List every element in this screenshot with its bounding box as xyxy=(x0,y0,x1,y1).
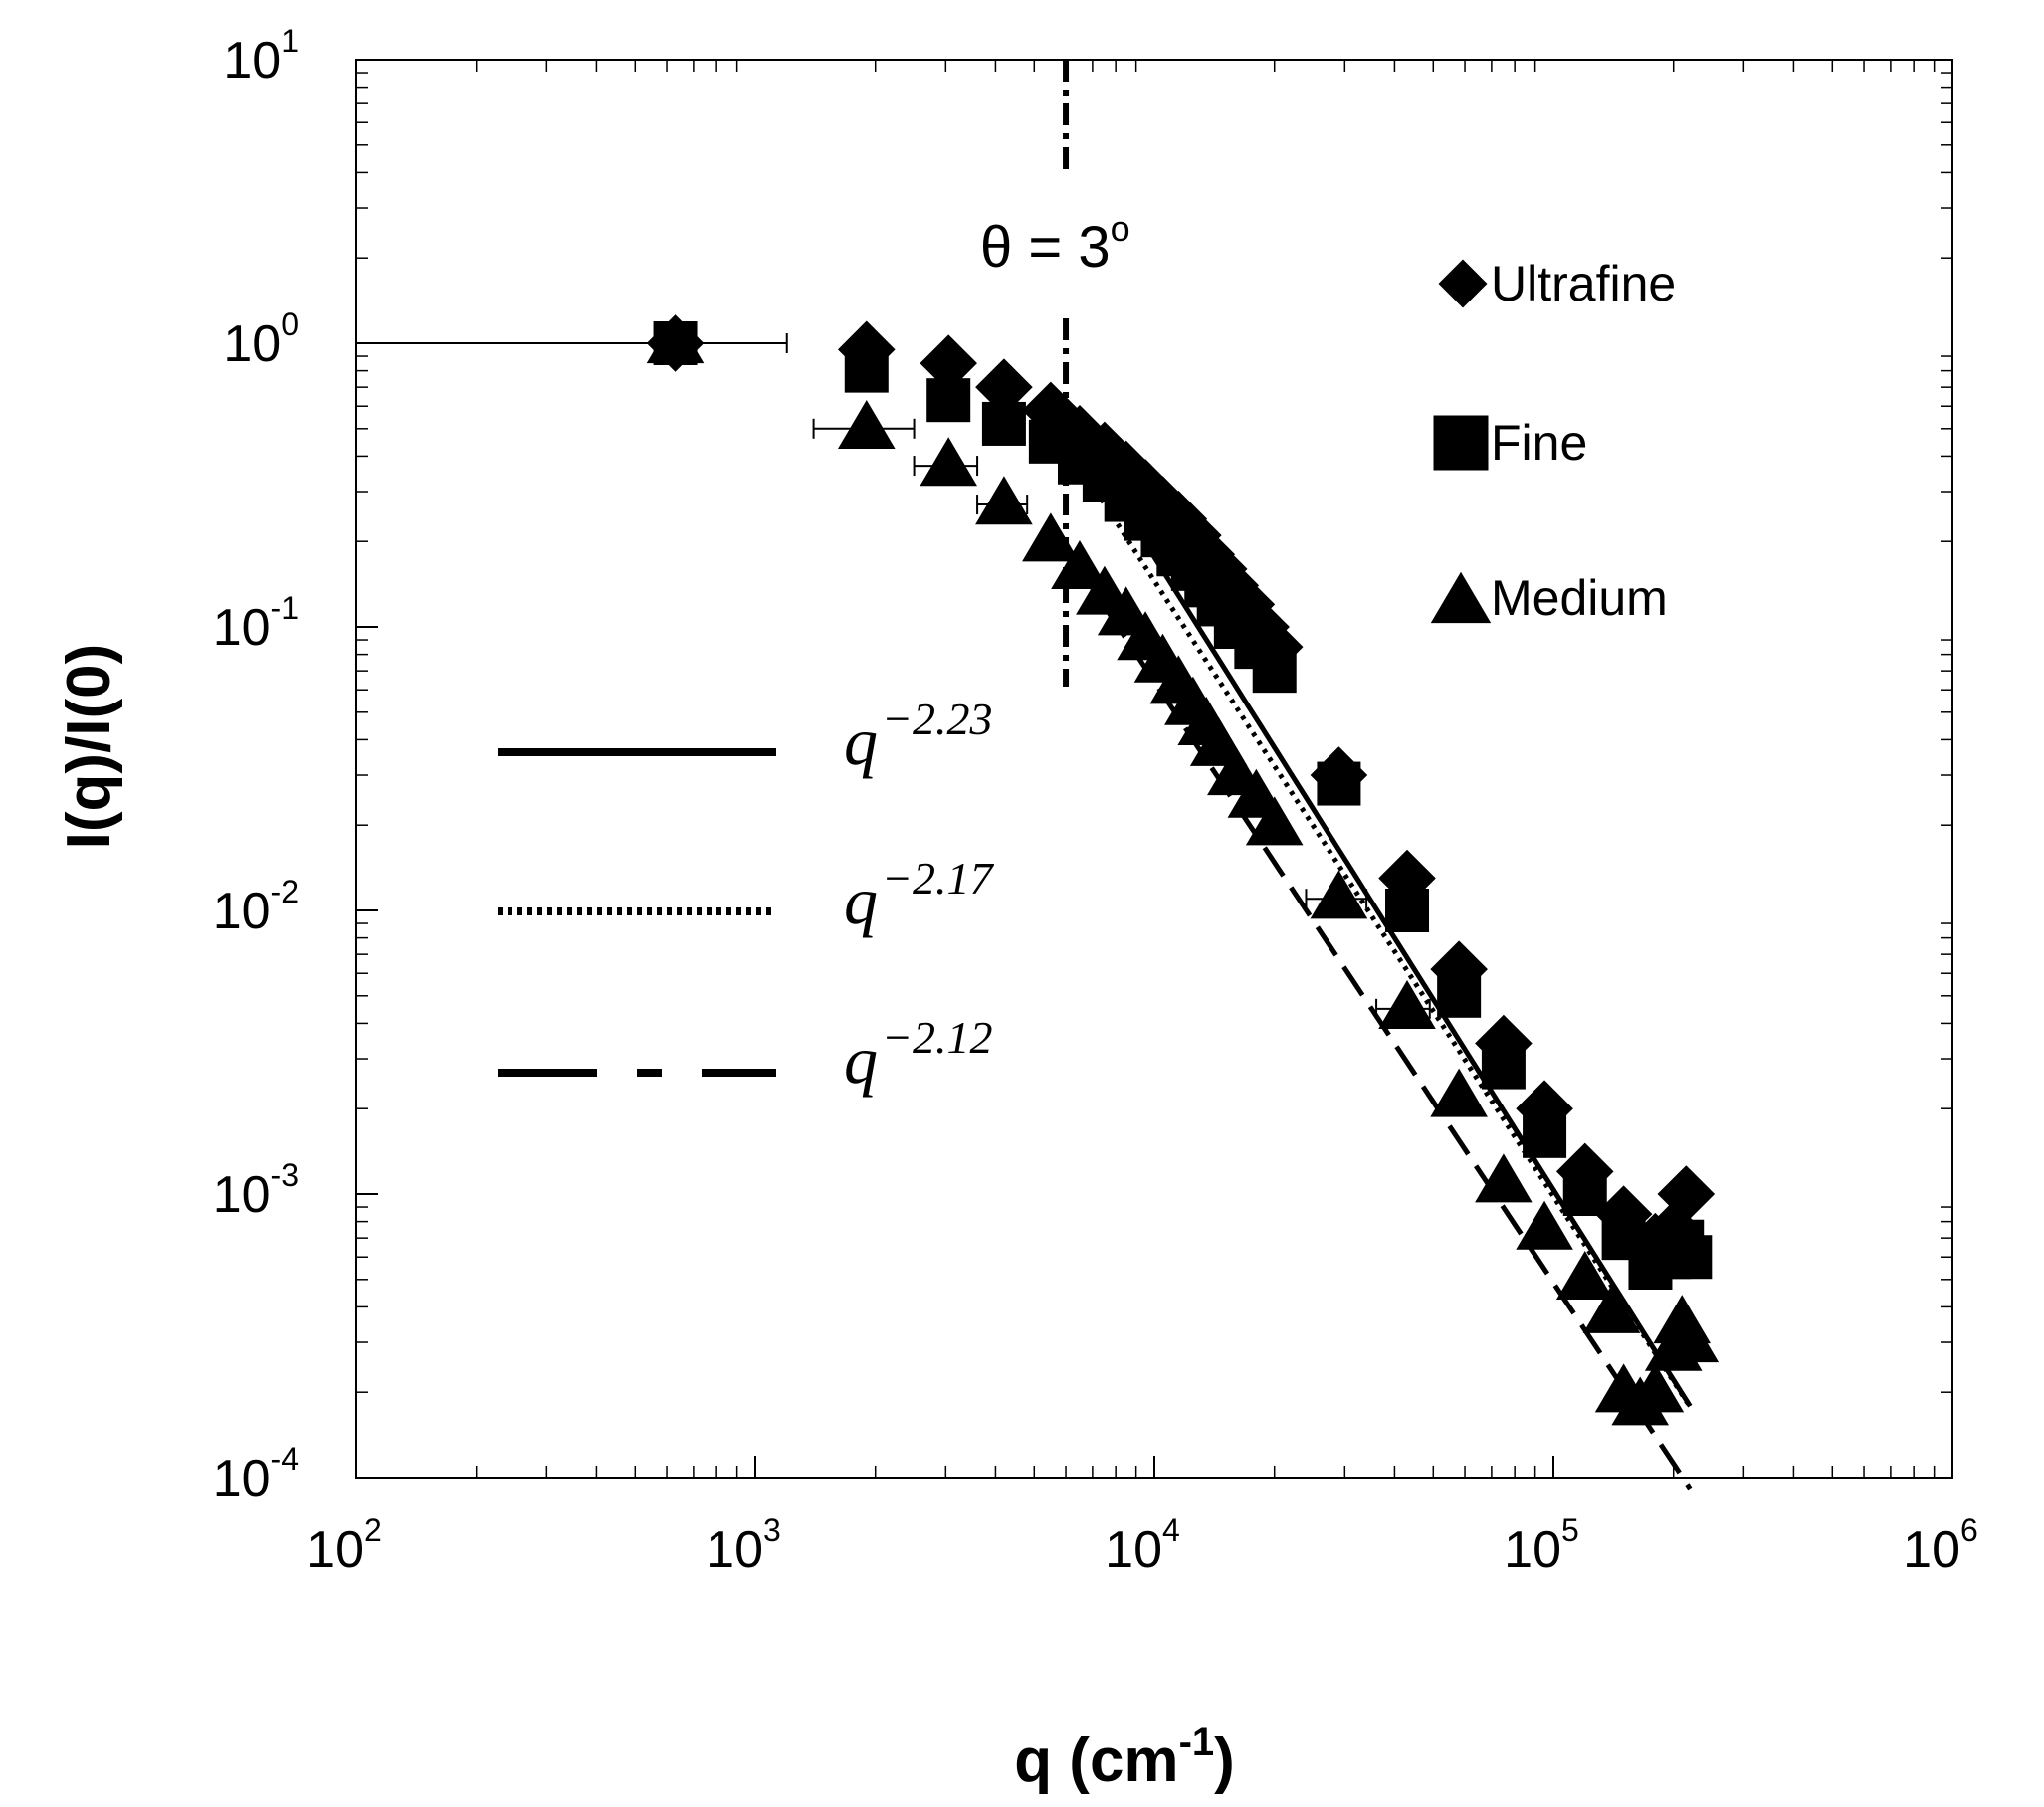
x-tick-label-base: 10 xyxy=(706,1521,763,1579)
data-point-medium xyxy=(1661,1313,1720,1363)
legend-label-fine: Fine xyxy=(1491,415,1587,471)
data-point-medium xyxy=(1430,1068,1488,1117)
x-tick-label-base: 10 xyxy=(307,1521,364,1579)
fit-line-2 xyxy=(1077,464,1693,1409)
y-tick-label-2: 10-1 xyxy=(213,590,299,657)
y-tick-label-exp: 1 xyxy=(281,23,299,59)
data-point-medium xyxy=(1475,1153,1533,1203)
y-tick-label-3: 10-2 xyxy=(213,874,299,940)
data-point-ultrafine xyxy=(1657,1165,1716,1223)
data-point-fine xyxy=(1562,1172,1607,1216)
data-point-fine xyxy=(1668,1235,1713,1280)
y-tick-label-base: 10 xyxy=(213,1166,271,1224)
data-point-fine xyxy=(1523,1113,1567,1158)
fit-legend-exp-3: −2.12 xyxy=(882,1012,993,1063)
x-tick-label-exp: 2 xyxy=(364,1512,382,1548)
legend-marker-ultrafine xyxy=(1438,259,1488,308)
error-bars xyxy=(356,333,1431,1019)
data-point-medium xyxy=(1626,1363,1685,1413)
x-tick-label-exp: 6 xyxy=(1960,1512,1978,1548)
data-point-fine xyxy=(1385,889,1430,932)
x-axis-title: q (cm-1) xyxy=(1014,1720,1235,1795)
x-tick-label-exp: 3 xyxy=(763,1512,781,1548)
data-point-fine xyxy=(844,348,889,393)
legend-marker-fine xyxy=(1433,415,1489,471)
y-tick-label-base: 10 xyxy=(213,883,271,940)
y-tick-label-base: 10 xyxy=(223,32,281,90)
legend: Ultrafine Fine Medium xyxy=(1430,256,1676,626)
y-tick-label-exp: -4 xyxy=(271,1441,299,1477)
y-axis-title: I(q)/I(0) xyxy=(55,644,123,850)
data-point-medium xyxy=(1245,796,1304,846)
x-tick-label-exp: 5 xyxy=(1561,1512,1579,1548)
vline-annotation-sup: o xyxy=(1111,208,1130,249)
data-point-fine xyxy=(1481,1045,1526,1090)
data-point-medium xyxy=(837,399,896,449)
y-tick-label-5: 10-4 xyxy=(213,1441,299,1507)
y-tick-label-exp: 0 xyxy=(281,306,299,342)
x-tick-label-0: 102 xyxy=(307,1512,382,1579)
fit-legend-label-1: q−2.23 xyxy=(844,694,993,779)
x-tick-label-base: 10 xyxy=(1504,1521,1561,1579)
data-point-medium xyxy=(1310,870,1368,919)
data-point-medium xyxy=(920,437,978,487)
x-tick-label-base: 10 xyxy=(1105,1521,1162,1579)
plot-frame xyxy=(355,59,1953,1479)
data-point-ultrafine xyxy=(975,358,1033,416)
data-point-medium xyxy=(1022,512,1080,562)
x-tick-label-base: 10 xyxy=(1903,1521,1960,1579)
fit-legend-exp-1: −2.23 xyxy=(882,694,993,744)
fit-legend-base-3: q xyxy=(844,1022,878,1098)
fit-legend-label-2: q−2.17 xyxy=(844,853,995,938)
y-tick-label-base: 10 xyxy=(213,1450,271,1507)
x-axis-title-main: q (cm xyxy=(1014,1726,1178,1795)
x-tick-label-3: 105 xyxy=(1504,1512,1579,1579)
data-point-fine xyxy=(926,378,971,423)
data-point-medium xyxy=(1516,1200,1573,1250)
y-tick-label-base: 10 xyxy=(223,315,281,373)
legend-label-ultrafine: Ultrafine xyxy=(1491,256,1676,311)
y-tick-label-base: 10 xyxy=(213,599,271,657)
x-tick-label-1: 103 xyxy=(706,1512,781,1579)
data-point-medium xyxy=(1555,1250,1614,1300)
legend-marker-medium xyxy=(1430,571,1492,624)
data-point-fine xyxy=(1437,973,1482,1018)
y-tick-label-0: 101 xyxy=(223,23,299,90)
data-points xyxy=(646,314,1720,1426)
vline-annotation: θ = 3o xyxy=(980,208,1130,280)
x-tick-label-2: 104 xyxy=(1105,1512,1180,1579)
data-point-medium xyxy=(1378,980,1436,1029)
y-tick-label-exp: -3 xyxy=(271,1157,299,1193)
fit-legend-exp-2: −2.17 xyxy=(882,853,995,904)
data-point-fine xyxy=(1317,761,1361,806)
data-point-medium xyxy=(646,314,705,364)
y-tick-label-4: 10-3 xyxy=(213,1157,299,1224)
x-tick-label-4: 106 xyxy=(1903,1512,1978,1579)
data-point-fine xyxy=(1252,649,1297,694)
fit-line-1 xyxy=(1077,437,1693,1408)
data-point-medium xyxy=(1051,540,1109,589)
data-point-medium xyxy=(1582,1284,1641,1333)
y-tick-label-exp: -1 xyxy=(271,590,299,626)
x-axis-title-sup: -1 xyxy=(1179,1720,1215,1764)
fit-legend-base-1: q xyxy=(844,703,878,779)
data-point-ultrafine xyxy=(920,334,978,392)
legend-label-medium: Medium xyxy=(1491,570,1668,626)
y-tick-label-1: 100 xyxy=(223,306,299,373)
x-tick-label-exp: 4 xyxy=(1162,1512,1180,1548)
data-point-medium xyxy=(975,476,1033,525)
fit-legend-label-3: q−2.12 xyxy=(844,1012,993,1098)
fit-legend: q−2.23 q−2.17 q−2.12 xyxy=(498,694,995,1098)
x-axis-title-end: ) xyxy=(1214,1726,1235,1795)
vline-annotation-main: θ = 3 xyxy=(980,215,1111,280)
y-tick-label-exp: -2 xyxy=(271,874,299,909)
fit-legend-base-2: q xyxy=(844,863,878,938)
data-point-fine xyxy=(981,401,1026,446)
